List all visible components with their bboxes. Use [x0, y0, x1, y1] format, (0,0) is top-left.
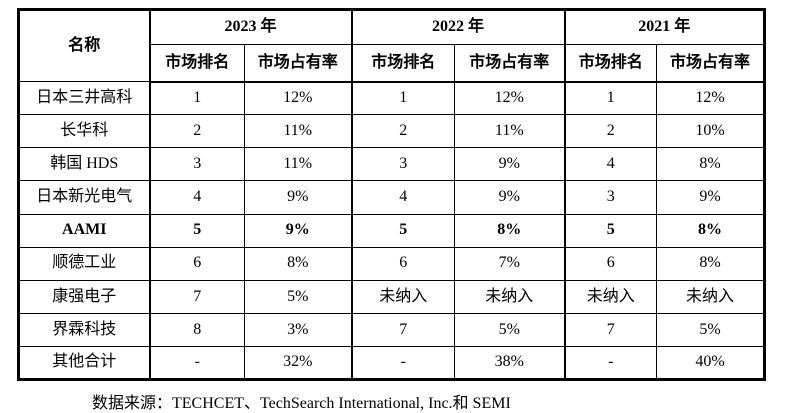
market-share-table: 名称 2023 年 2022 年 2021 年 市场排名 市场占有率 市场排名 … — [17, 8, 767, 381]
table-cell: 7 — [563, 312, 658, 347]
table-cell: 9% — [656, 180, 766, 215]
table-cell: 5% — [243, 279, 353, 314]
table-cell: 8 — [148, 312, 245, 347]
year-header-2023: 2023 年 — [148, 8, 353, 46]
table-cell: 1 — [350, 81, 456, 116]
table-cell: 5 — [563, 213, 658, 248]
table-cell: 10% — [656, 114, 766, 149]
year-header-2021: 2021 年 — [563, 8, 766, 46]
company-name-cell: 日本新光电气 — [18, 180, 150, 215]
table-cell: 9% — [243, 180, 353, 215]
table-row: 日本三井高科 1 12% 1 12% 1 12% — [18, 81, 766, 116]
table-row-aami: AAMI 5 9% 5 8% 5 8% — [18, 213, 766, 248]
col-header-rank-2023: 市场排名 — [148, 44, 245, 83]
company-name-cell: 康强电子 — [18, 279, 150, 314]
data-source-note: 数据来源：TECHCET、TechSearch International, I… — [92, 395, 511, 412]
table-row: 日本新光电气 4 9% 4 9% 3 9% — [18, 180, 766, 215]
col-header-rank-2022: 市场排名 — [350, 44, 456, 83]
table-cell: 12% — [243, 81, 353, 116]
table-cell: 7 — [148, 279, 245, 314]
table-cell: 9% — [454, 147, 566, 182]
col-header-share-2022: 市场占有率 — [454, 44, 566, 83]
table-cell: 40% — [656, 345, 766, 381]
table-cell: 6 — [148, 246, 245, 281]
table-row: 其他合计 - 32% - 38% - 40% — [18, 345, 766, 381]
table-cell: 未纳入 — [350, 279, 456, 314]
col-header-share-2023: 市场占有率 — [243, 44, 353, 83]
table-cell: 6 — [563, 246, 658, 281]
col-header-rank-2021: 市场排名 — [563, 44, 658, 83]
table-row: 顺德工业 6 8% 6 7% 6 8% — [18, 246, 766, 281]
table-cell: 4 — [350, 180, 456, 215]
company-name-cell: 顺德工业 — [18, 246, 150, 281]
table-cell: 未纳入 — [656, 279, 766, 314]
table-cell: 8% — [656, 147, 766, 182]
table-row: 韩国 HDS 3 11% 3 9% 4 8% — [18, 147, 766, 182]
name-column-header: 名称 — [18, 8, 150, 83]
table-cell: 2 — [563, 114, 658, 149]
year-header-2022: 2022 年 — [350, 8, 566, 46]
sub-header-row: 市场排名 市场占有率 市场排名 市场占有率 市场排名 市场占有率 — [19, 44, 766, 83]
company-name-cell: 界霖科技 — [18, 312, 150, 347]
year-header-row: 名称 2023 年 2022 年 2021 年 — [18, 8, 766, 83]
table-row: 界霖科技 8 3% 7 5% 7 5% — [18, 312, 766, 347]
col-header-share-2021: 市场占有率 — [656, 44, 766, 83]
table-cell: 5% — [454, 312, 566, 347]
table-cell: 1 — [563, 81, 658, 116]
table-cell: 12% — [454, 81, 566, 116]
table-cell: 7% — [454, 246, 566, 281]
table-cell: - — [563, 345, 658, 381]
table-cell: 38% — [454, 345, 566, 381]
table-cell: 4 — [563, 147, 658, 182]
table-cell: 8% — [454, 213, 566, 248]
table-cell: - — [148, 345, 245, 381]
table-cell: 32% — [243, 345, 353, 381]
table-cell: 11% — [454, 114, 566, 149]
table-cell: 12% — [656, 81, 766, 116]
table-cell: 7 — [350, 312, 456, 347]
table-row: 康强电子 7 5% 未纳入 未纳入 未纳入 未纳入 — [18, 279, 766, 314]
table-cell: 5 — [148, 213, 245, 248]
table-cell: 5 — [350, 213, 456, 248]
table-cell: 9% — [454, 180, 566, 215]
table-cell: 4 — [148, 180, 245, 215]
company-name-cell: AAMI — [18, 213, 150, 248]
table-cell: 8% — [243, 246, 353, 281]
table-cell: 3 — [350, 147, 456, 182]
table-cell: 11% — [243, 114, 353, 149]
company-name-cell: 日本三井高科 — [18, 81, 150, 116]
table-cell: 3 — [148, 147, 245, 182]
table-cell: 8% — [656, 213, 766, 248]
table-row: 长华科 2 11% 2 11% 2 10% — [18, 114, 766, 149]
company-name-cell: 其他合计 — [18, 345, 150, 381]
table-cell: 未纳入 — [454, 279, 566, 314]
company-name-cell: 长华科 — [18, 114, 150, 149]
table-cell: 2 — [148, 114, 245, 149]
table-cell: 3 — [563, 180, 658, 215]
table-cell: 5% — [656, 312, 766, 347]
table-cell: 8% — [656, 246, 766, 281]
table-cell: 6 — [350, 246, 456, 281]
table-cell: 未纳入 — [563, 279, 658, 314]
table-cell: - — [350, 345, 456, 381]
company-name-cell: 韩国 HDS — [18, 147, 150, 182]
table-cell: 3% — [243, 312, 353, 347]
table-cell: 11% — [243, 147, 353, 182]
table-cell: 2 — [350, 114, 456, 149]
table-cell: 1 — [148, 81, 245, 116]
table-cell: 9% — [243, 213, 353, 248]
